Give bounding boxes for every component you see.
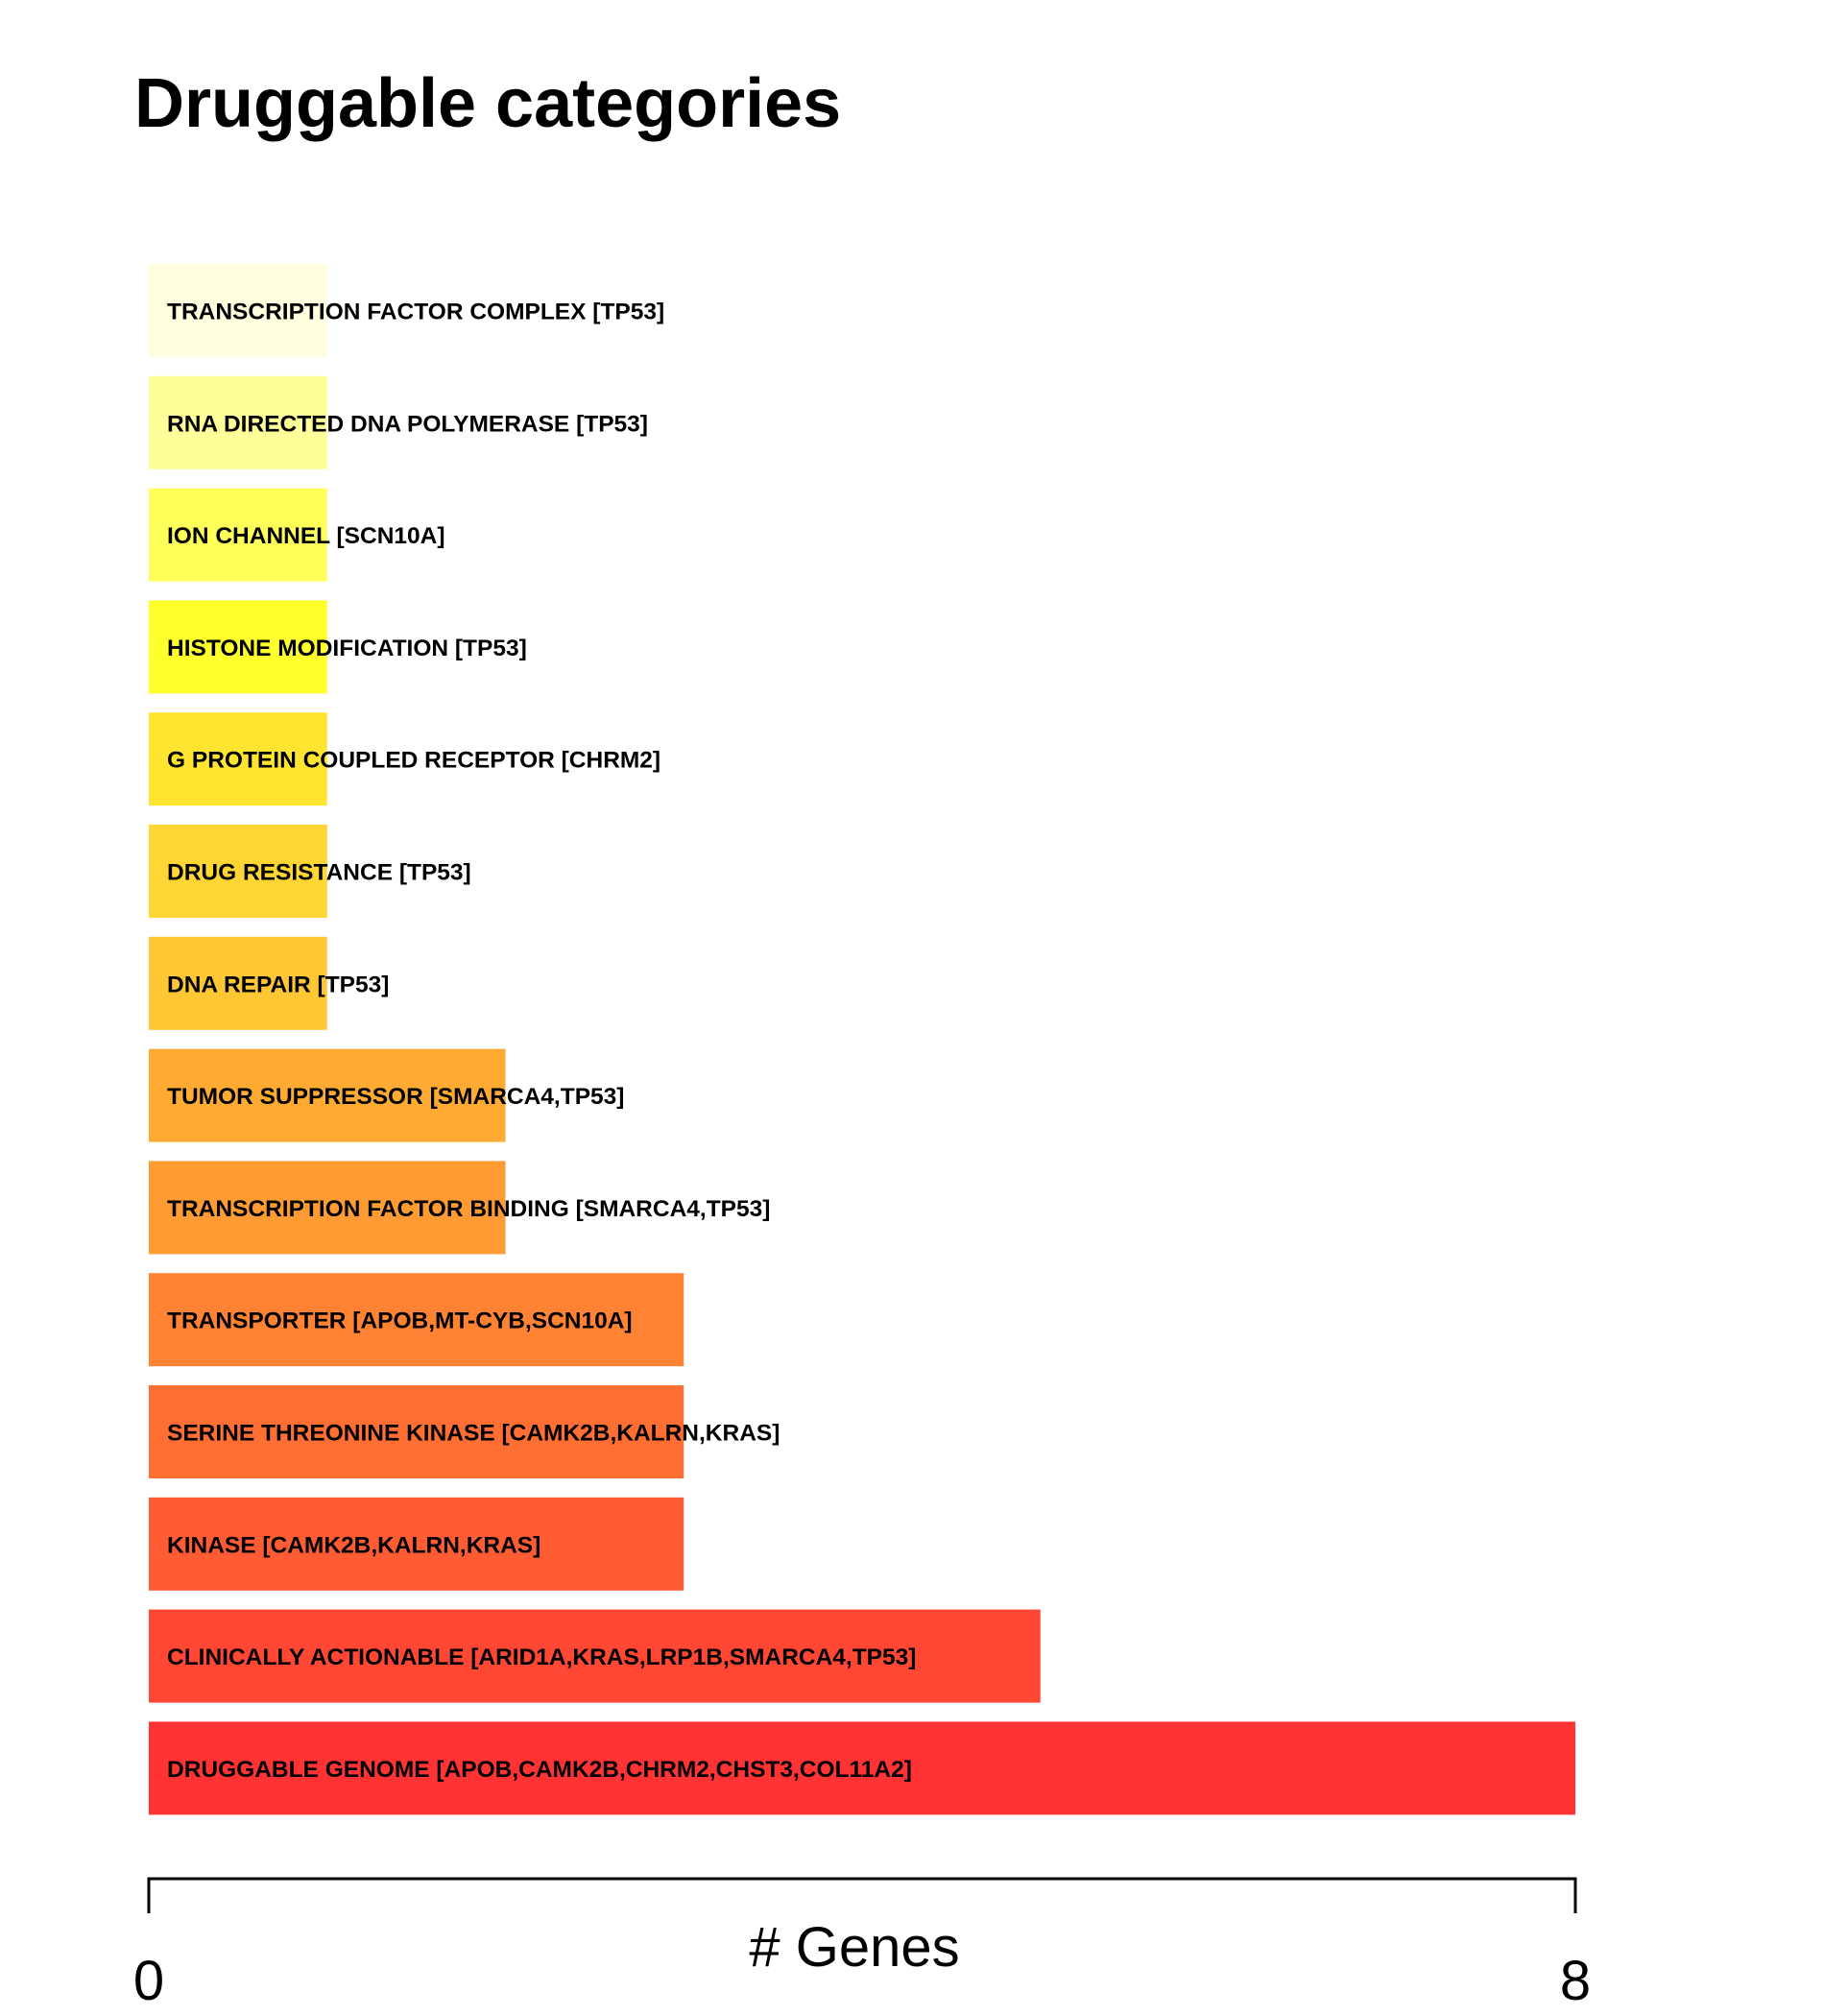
bar-label-12: CLINICALLY ACTIONABLE [ARID1A,KRAS,LRP1B… bbox=[167, 1644, 916, 1670]
bar-label-4: G PROTEIN COUPLED RECEPTOR [CHRM2] bbox=[167, 748, 660, 774]
bar-label-8: TRANSCRIPTION FACTOR BINDING [SMARCA4,TP… bbox=[167, 1196, 770, 1222]
bar-4 bbox=[149, 712, 327, 806]
bar-label-6: DNA REPAIR [TP53] bbox=[167, 972, 389, 997]
bar-6 bbox=[149, 936, 327, 1030]
bar-label-1: RNA DIRECTED DNA POLYMERASE [TP53] bbox=[167, 411, 648, 437]
x-axis-line bbox=[147, 1877, 1577, 1913]
bar-10 bbox=[149, 1385, 684, 1478]
bar-label-9: TRANSPORTER [APOB,MT-CYB,SCN10A] bbox=[167, 1308, 633, 1334]
bar-label-2: ION CHANNEL [SCN10A] bbox=[167, 523, 445, 549]
chart-title: Druggable categories bbox=[134, 65, 841, 142]
bar-12 bbox=[149, 1609, 1041, 1703]
bar-label-0: TRANSCRIPTION FACTOR COMPLEX [TP53] bbox=[167, 300, 664, 325]
bar-label-5: DRUG RESISTANCE [TP53] bbox=[167, 860, 471, 886]
bar-3 bbox=[149, 600, 327, 694]
bar-1 bbox=[149, 375, 327, 469]
bar-label-3: HISTONE MODIFICATION [TP53] bbox=[167, 636, 527, 661]
bar-2 bbox=[149, 488, 327, 582]
x-axis: 0 8 # Genes bbox=[133, 1877, 1591, 2012]
bar-11 bbox=[149, 1497, 684, 1591]
bar-label-11: KINASE [CAMK2B,KALRN,KRAS] bbox=[167, 1532, 540, 1558]
bar-8 bbox=[149, 1161, 506, 1255]
bar-label-10: SERINE THREONINE KINASE [CAMK2B,KALRN,KR… bbox=[167, 1421, 780, 1447]
x-tick-label-8: 8 bbox=[1560, 1950, 1591, 2012]
bar-label-7: TUMOR SUPPRESSOR [SMARCA4,TP53] bbox=[167, 1084, 624, 1110]
bar-7 bbox=[149, 1048, 506, 1142]
bar-0 bbox=[149, 264, 327, 357]
bars-layer: TRANSCRIPTION FACTOR COMPLEX [TP53] RNA D… bbox=[149, 264, 1575, 1815]
bar-13 bbox=[149, 1721, 1575, 1815]
x-axis-title: # Genes bbox=[749, 1916, 959, 1979]
x-tick-label-0: 0 bbox=[133, 1950, 164, 2012]
bar-9 bbox=[149, 1273, 684, 1367]
bar-5 bbox=[149, 825, 327, 918]
bar-label-13: DRUGGABLE GENOME [APOB,CAMK2B,CHRM2,CHST… bbox=[167, 1757, 912, 1783]
